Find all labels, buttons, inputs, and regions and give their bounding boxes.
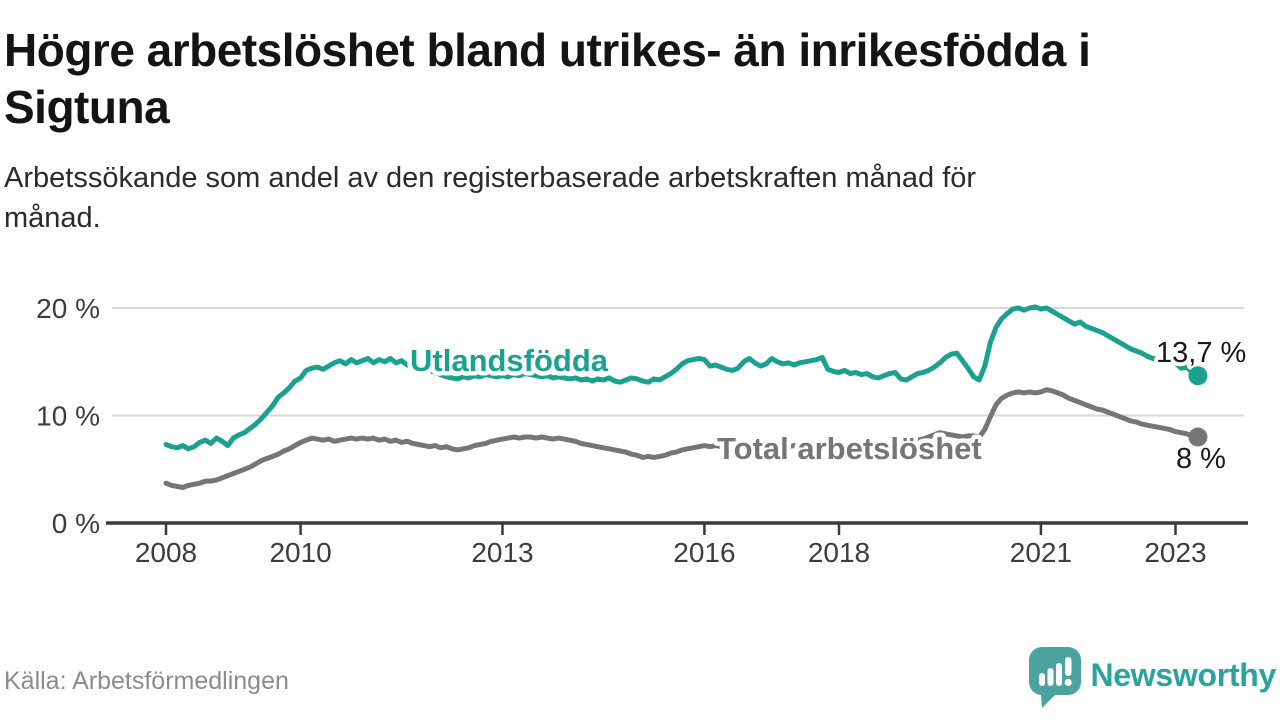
- x-axis-tick-label: 2021: [1010, 537, 1072, 568]
- exclamation-dot: [1064, 678, 1072, 687]
- end-dot-total: [1188, 427, 1208, 447]
- series-label-utlandsfodda: Utlandsfödda: [410, 343, 609, 378]
- y-axis-tick-label: 10 %: [36, 401, 100, 432]
- newsworthy-wordmark: Newsworthy: [1090, 656, 1277, 693]
- x-axis-tick-label: 2016: [673, 537, 735, 568]
- newsworthy-logo: Newsworthy: [1028, 646, 1277, 710]
- newsworthy-logo-icon: [1028, 647, 1081, 708]
- bar-medium: [1047, 668, 1053, 686]
- bar-large: [1055, 663, 1062, 686]
- page-subtitle-line-2: månad.: [4, 202, 101, 234]
- series-line-total: [163, 387, 1201, 490]
- speech-bubble-shape: [1028, 647, 1081, 708]
- bar-small: [1038, 673, 1045, 686]
- x-axis-tick-label: 2023: [1144, 537, 1206, 568]
- source-note: Källa: Arbetsförmedlingen: [4, 667, 289, 695]
- y-axis-tick-label: 0 %: [52, 508, 100, 539]
- end-value-label-utlandsfodda: 13,7 %: [1156, 337, 1246, 369]
- x-axis-tick-label: 2010: [269, 537, 331, 568]
- page-subtitle-line-1: Arbetssökande som andel av den registerb…: [4, 162, 977, 194]
- exclamation-bar: [1064, 657, 1071, 676]
- series-label-total: Total arbetslöshet: [717, 431, 982, 466]
- x-axis-tick-label: 2018: [808, 537, 870, 568]
- end-dot-utlandsfodda: [1188, 366, 1208, 386]
- series-line-utlandsfodda: [163, 304, 1201, 452]
- page-subtitle: Arbetssökande som andel av den registerb…: [4, 158, 976, 238]
- x-axis-tick-label: 2013: [471, 537, 533, 568]
- y-axis-tick-label: 20 %: [36, 293, 100, 324]
- page-title: Högre arbetslöshet bland utrikes- än inr…: [4, 22, 1091, 136]
- end-value-label-total: 8 %: [1176, 443, 1226, 475]
- page-title-line-1: Högre arbetslöshet bland utrikes- än inr…: [4, 24, 1091, 76]
- x-axis-tick-label: 2008: [135, 537, 197, 568]
- page-title-line-2: Sigtuna: [4, 81, 170, 133]
